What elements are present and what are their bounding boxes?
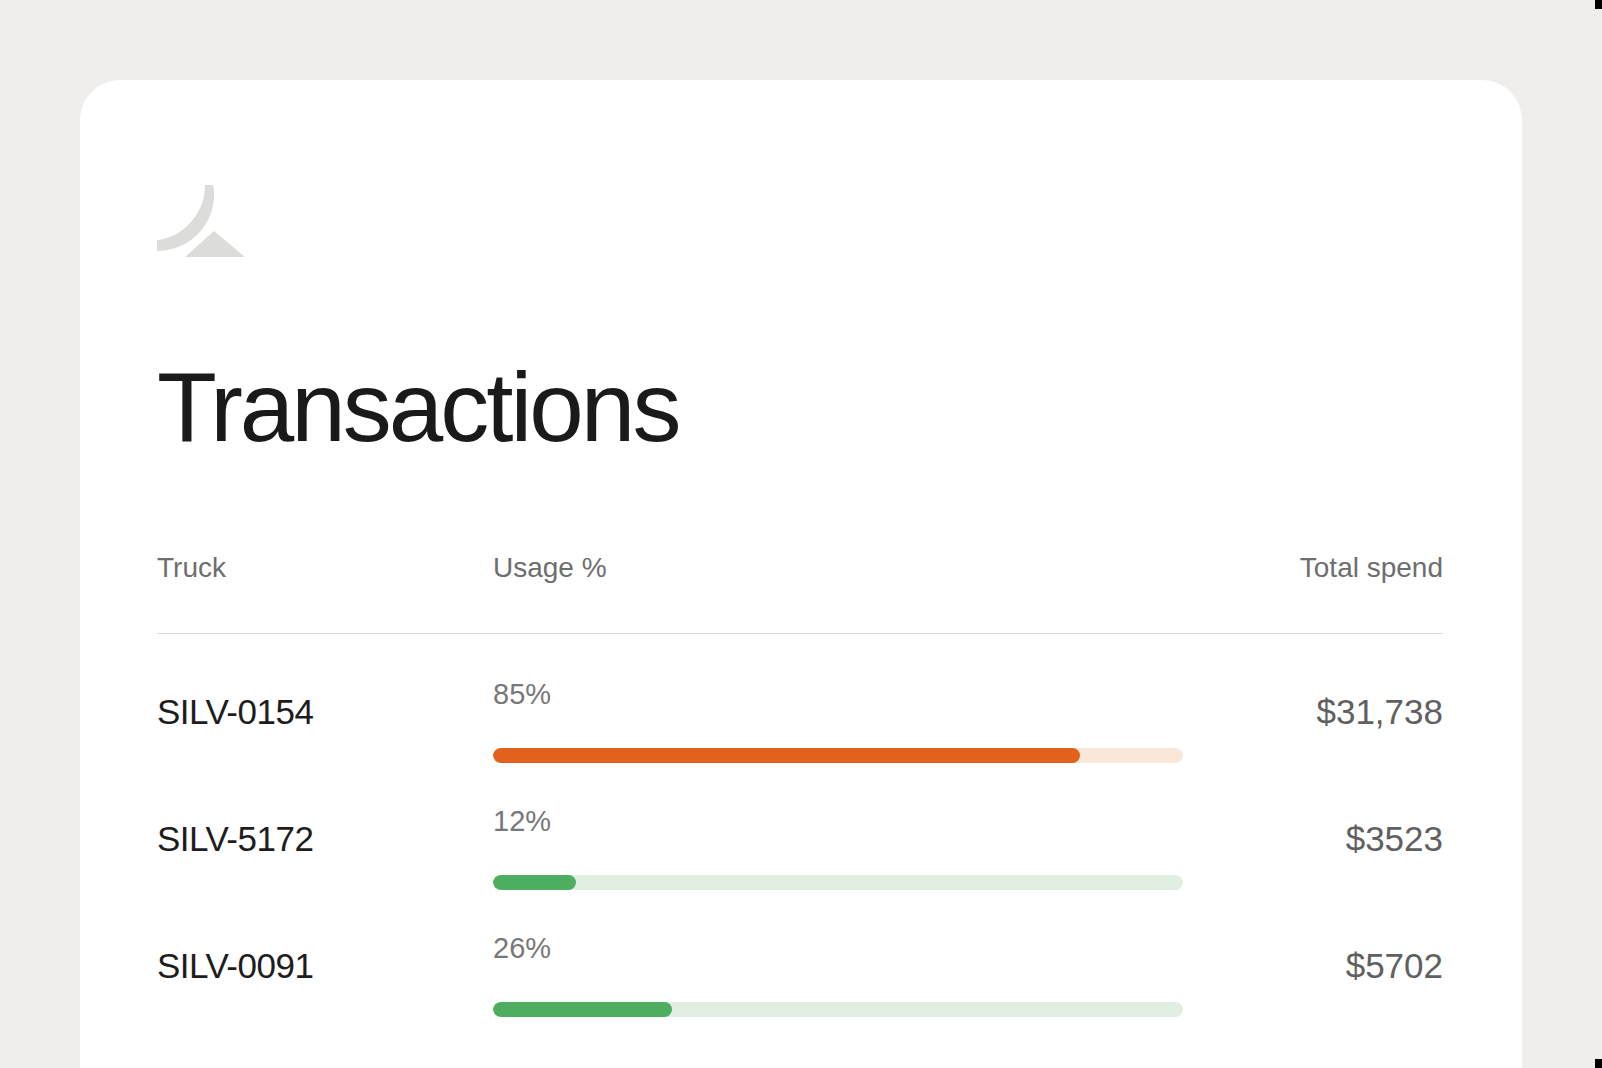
screen: Transactions Truck Usage % Total spend S… (0, 0, 1602, 1068)
screen-artifact-bottom-right (1595, 1059, 1602, 1068)
total-spend-value: $3523 (1183, 819, 1443, 859)
usage-progress-track (493, 1002, 1183, 1017)
screen-artifact-top-right (1595, 0, 1602, 9)
total-spend-value: $31,738 (1183, 692, 1443, 732)
usage-progress-fill (493, 748, 1080, 763)
truck-id: SILV-0154 (157, 692, 493, 732)
column-header-usage: Usage % (493, 552, 1183, 584)
table-row[interactable]: SILV-0154 85% $31,738 (157, 649, 1443, 776)
page-title: Transactions (157, 354, 1443, 462)
table-header: Truck Usage % Total spend (157, 552, 1443, 584)
column-header-total-spend: Total spend (1183, 552, 1443, 584)
usage-percent-label: 26% (493, 934, 1183, 963)
truck-id: SILV-5172 (157, 819, 493, 859)
usage-cell: 26% (493, 934, 1183, 1017)
usage-percent-label: 85% (493, 680, 1183, 709)
usage-percent-label: 12% (493, 807, 1183, 836)
brand-swoosh-logo-icon (157, 185, 247, 259)
header-divider (157, 633, 1443, 634)
usage-cell: 85% (493, 680, 1183, 763)
table-row[interactable]: SILV-5172 12% $3523 (157, 776, 1443, 903)
usage-cell: 12% (493, 807, 1183, 890)
transactions-card: Transactions Truck Usage % Total spend S… (80, 80, 1522, 1068)
table-row[interactable]: SILV-0091 26% $5702 (157, 903, 1443, 1030)
truck-id: SILV-0091 (157, 946, 493, 986)
usage-progress-fill (493, 1002, 672, 1017)
column-header-truck: Truck (157, 552, 493, 584)
usage-progress-track (493, 875, 1183, 890)
table-body: SILV-0154 85% $31,738 SILV-5172 12% $352… (157, 649, 1443, 1030)
total-spend-value: $5702 (1183, 946, 1443, 986)
usage-progress-track (493, 748, 1183, 763)
usage-progress-fill (493, 875, 576, 890)
